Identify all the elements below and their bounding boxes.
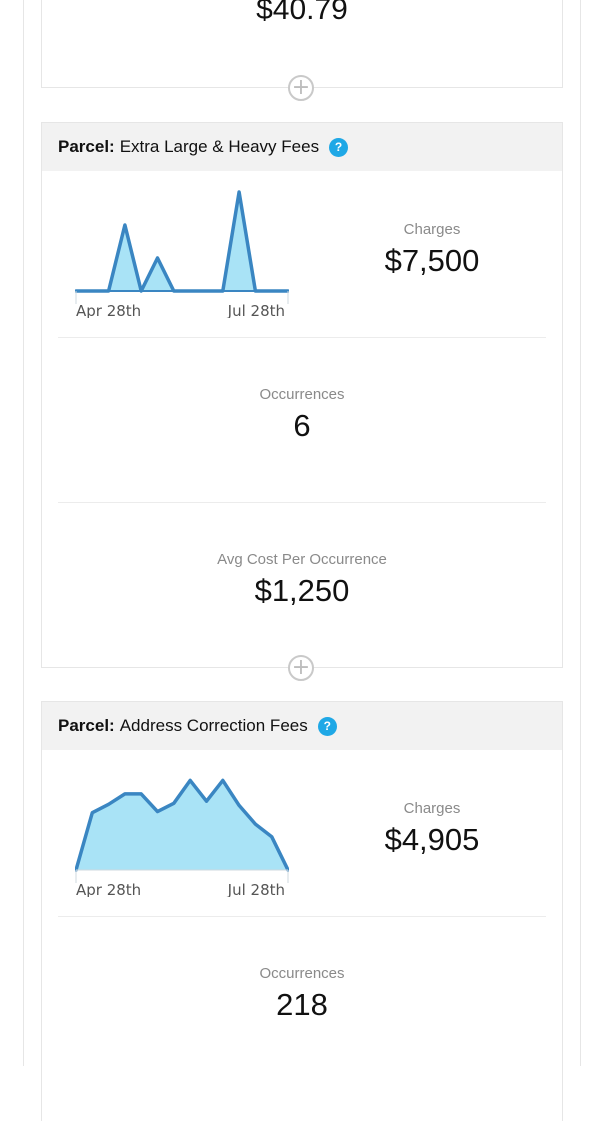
card-title: Extra Large & Heavy Fees [119,137,320,156]
plus-icon: + [291,75,311,100]
sparkline-chart: Apr 28th Jul 28th [75,765,289,897]
x-axis-end-label: Jul 28th [227,302,285,318]
occurrences-value: 6 [293,408,311,443]
x-axis-start-label: Apr 28th [76,881,141,897]
add-section-button[interactable]: + [288,655,314,681]
help-icon[interactable]: ? [317,716,337,736]
avg-cost-metric: Avg Cost Per Occurrence $1,250 [42,551,562,609]
x-axis-start-label: Apr 28th [76,302,141,318]
plus-icon: + [291,655,311,680]
left-rail [23,0,24,1066]
sparkline-line [75,190,289,293]
sparkline-area [76,192,288,291]
divider [58,916,546,917]
card-header: Parcel: Extra Large & Heavy Fees ? [42,123,562,171]
occurrences-label: Occurrences [259,386,345,403]
sparkline-svg: Apr 28th Jul 28th [75,190,289,318]
charges-value: $7,500 [384,243,480,278]
charges-value: $4,905 [384,822,480,857]
card-header: Parcel: Address Correction Fees ? [42,702,562,750]
card-kind: Parcel: [58,716,115,735]
top-card-value: $40.79 [256,0,348,26]
sparkline-svg: Apr 28th Jul 28th [75,778,289,897]
top-card: $40.79 [41,0,563,88]
sparkline-area [76,780,288,870]
occurrences-value: 218 [276,987,328,1022]
occurrences-metric: Occurrences 6 [42,386,562,444]
card-title: Address Correction Fees [119,716,308,735]
x-axis-end-label: Jul 28th [227,881,285,897]
add-section-button[interactable]: + [288,75,314,101]
charges-metric: Charges $7,500 [332,221,532,279]
charges-metric: Charges $4,905 [332,800,532,858]
sparkline-chart: Apr 28th Jul 28th [75,186,289,318]
fee-card-extra-large: Parcel: Extra Large & Heavy Fees ? Apr 2… [41,122,563,668]
divider [58,502,546,503]
sparkline-line [75,778,289,872]
divider [58,337,546,338]
occurrences-metric: Occurrences 218 [42,965,562,1023]
right-rail [580,0,581,1066]
charges-label: Charges [403,221,461,238]
help-icon[interactable]: ? [329,137,349,157]
charges-label: Charges [403,800,461,817]
fee-card-address-correction: Parcel: Address Correction Fees ? Apr 28… [41,701,563,1121]
avg-cost-value: $1,250 [254,573,350,608]
occurrences-label: Occurrences [259,965,345,982]
avg-cost-label: Avg Cost Per Occurrence [217,551,387,568]
card-kind: Parcel: [58,137,115,156]
